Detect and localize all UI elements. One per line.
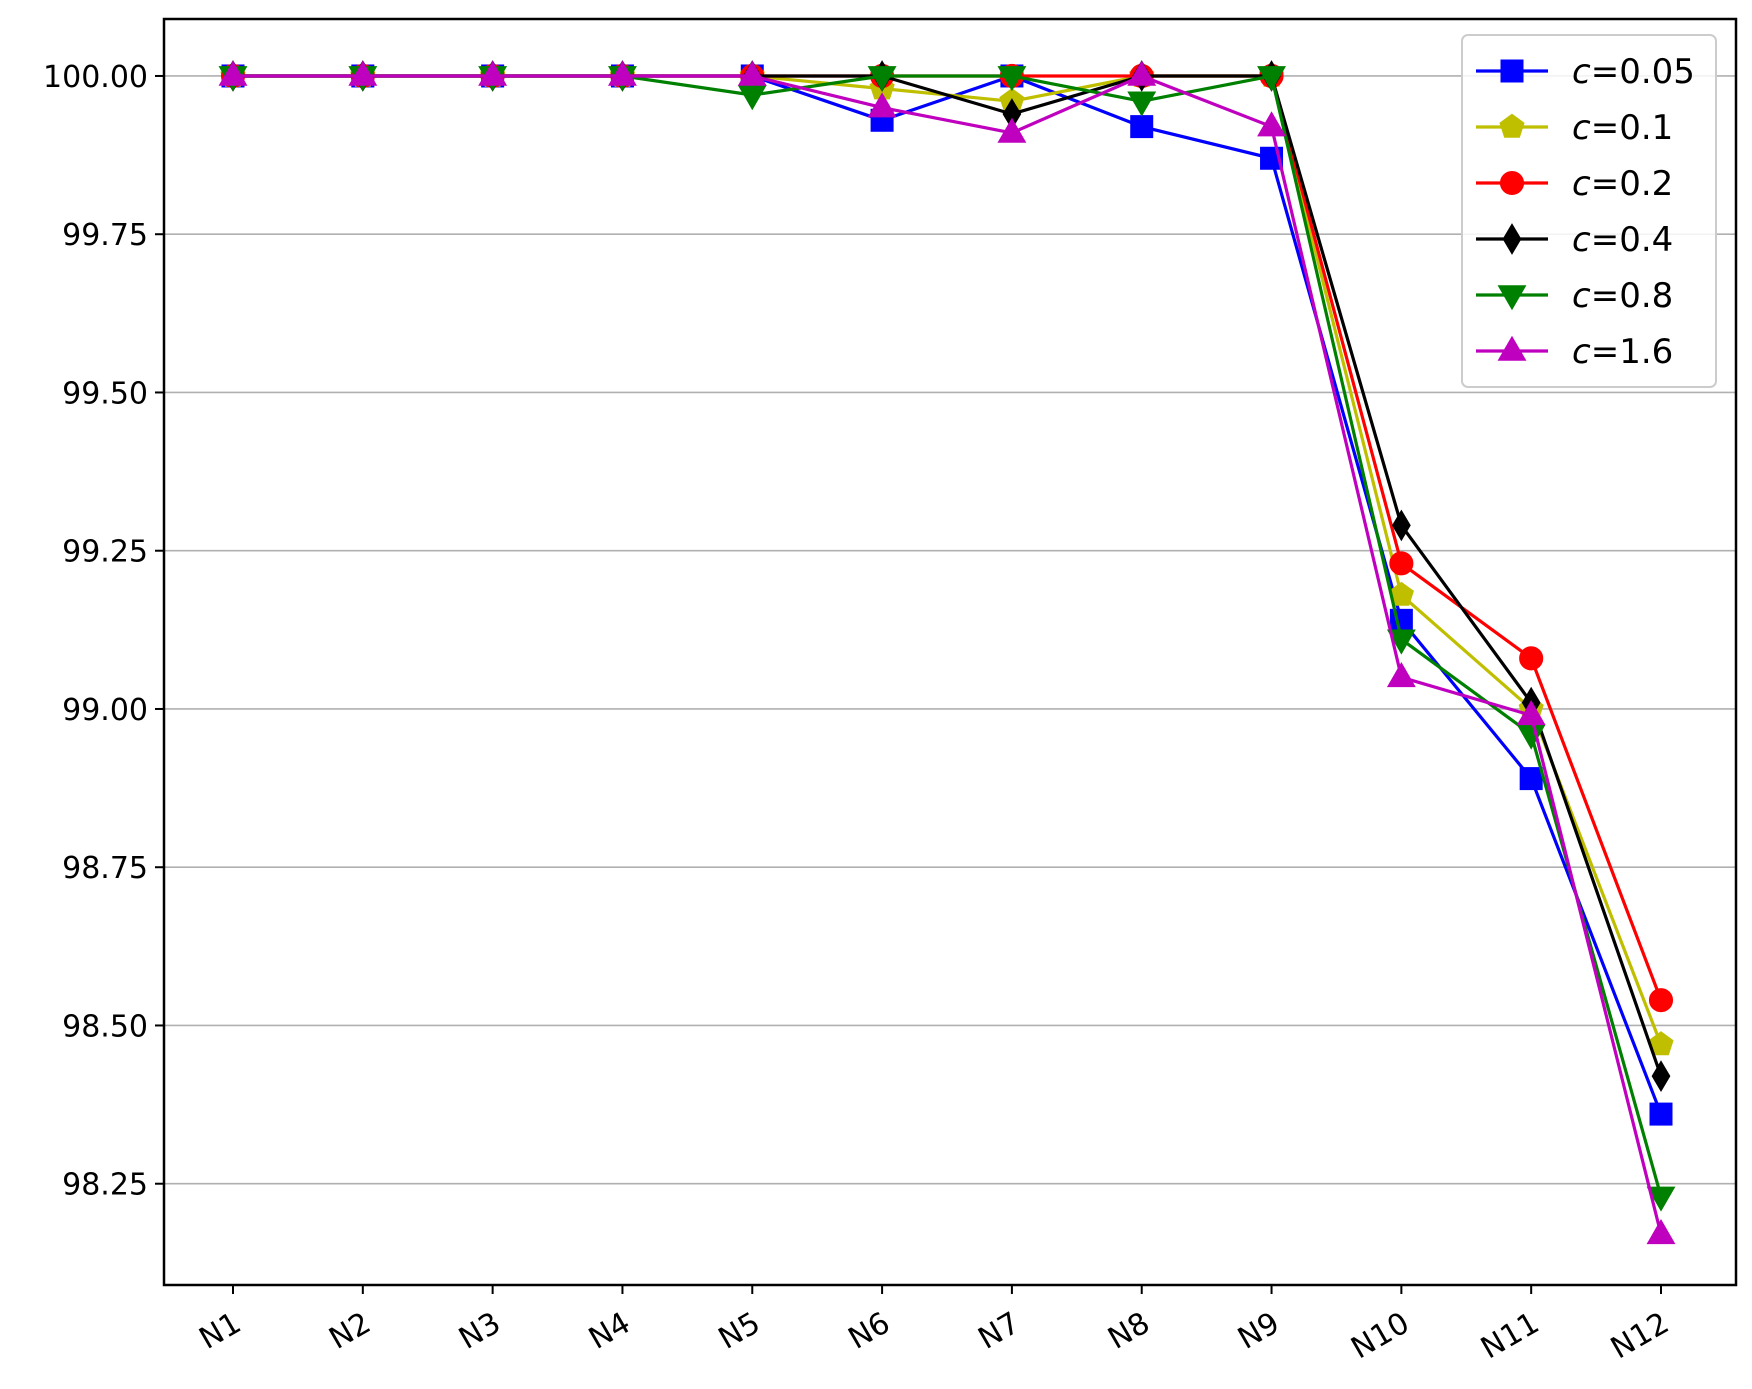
legend-var: c bbox=[1572, 220, 1591, 260]
legend-var: c bbox=[1572, 332, 1591, 372]
series-line bbox=[233, 74, 1663, 1235]
legend-value: =0.2 bbox=[1591, 164, 1674, 204]
data-point bbox=[1127, 91, 1157, 117]
legend-item: c=0.05 bbox=[1476, 52, 1695, 92]
legend-label: c=0.1 bbox=[1572, 108, 1673, 148]
legend: c=0.05c=0.1c=0.2c=0.4c=0.8c=1.6 bbox=[1461, 34, 1717, 388]
data-point bbox=[1386, 662, 1416, 688]
legend-label: c=1.6 bbox=[1572, 332, 1673, 372]
data-point bbox=[1646, 1186, 1676, 1212]
data-point bbox=[1651, 1060, 1671, 1092]
data-point bbox=[1391, 509, 1411, 542]
data-point bbox=[1649, 1102, 1673, 1126]
data-point bbox=[1648, 1031, 1674, 1056]
data-point bbox=[997, 117, 1027, 143]
legend-marker bbox=[1500, 59, 1524, 83]
data-point bbox=[1257, 66, 1286, 92]
legend-marker bbox=[1497, 335, 1527, 361]
y-tick-label: 100.00 bbox=[43, 60, 148, 95]
data-point bbox=[218, 60, 248, 86]
legend-label: c=0.4 bbox=[1572, 220, 1673, 260]
data-point bbox=[1519, 646, 1544, 671]
legend-value: =0.8 bbox=[1591, 276, 1674, 316]
legend-item: c=0.8 bbox=[1476, 276, 1673, 316]
data-point bbox=[737, 60, 767, 86]
data-point bbox=[1130, 115, 1154, 139]
legend-value: =0.05 bbox=[1591, 52, 1695, 92]
legend-label: c=0.05 bbox=[1572, 52, 1695, 92]
data-point bbox=[1516, 699, 1546, 726]
legend-marker bbox=[1497, 285, 1527, 311]
data-point bbox=[348, 60, 378, 86]
legend-value: =1.6 bbox=[1591, 332, 1674, 372]
series-layer bbox=[218, 60, 1676, 1245]
data-point bbox=[1127, 60, 1157, 86]
data-point bbox=[997, 66, 1027, 92]
legend-var: c bbox=[1572, 276, 1591, 316]
y-tick-label: 99.25 bbox=[62, 535, 148, 570]
data-point bbox=[1519, 767, 1543, 791]
data-point bbox=[1646, 1219, 1676, 1245]
legend-label: c=0.2 bbox=[1572, 164, 1673, 204]
y-tick-label: 98.75 bbox=[62, 851, 148, 886]
legend-item: c=0.4 bbox=[1476, 220, 1673, 260]
legend-marker bbox=[1499, 113, 1525, 138]
legend-marker bbox=[1502, 223, 1522, 255]
y-tick-label: 98.25 bbox=[62, 1168, 148, 1203]
data-point bbox=[1257, 111, 1286, 137]
y-tick-label: 98.50 bbox=[62, 1009, 148, 1044]
legend-var: c bbox=[1572, 108, 1591, 148]
data-point bbox=[608, 60, 637, 86]
data-point bbox=[1648, 988, 1674, 1013]
legend-item: c=1.6 bbox=[1476, 332, 1673, 372]
legend-box bbox=[1461, 34, 1717, 388]
legend-item: c=0.1 bbox=[1476, 108, 1673, 148]
y-tick-label: 99.00 bbox=[62, 693, 148, 728]
y-tick-label: 99.75 bbox=[62, 218, 148, 253]
data-point bbox=[1389, 551, 1414, 576]
data-point bbox=[867, 92, 897, 118]
legend-var: c bbox=[1572, 52, 1591, 92]
y-tick-label: 99.50 bbox=[62, 376, 148, 411]
data-point bbox=[478, 60, 508, 86]
legend-label: c=0.8 bbox=[1572, 276, 1673, 316]
legend-marker bbox=[1499, 170, 1525, 196]
legend-value: =0.4 bbox=[1591, 220, 1674, 260]
legend-var: c bbox=[1572, 164, 1591, 204]
legend-item: c=0.2 bbox=[1476, 164, 1673, 204]
legend-value: =0.1 bbox=[1591, 108, 1674, 148]
plot-frame bbox=[162, 17, 1738, 1287]
data-point bbox=[867, 66, 897, 92]
series-c=1.6 bbox=[218, 60, 1676, 1245]
